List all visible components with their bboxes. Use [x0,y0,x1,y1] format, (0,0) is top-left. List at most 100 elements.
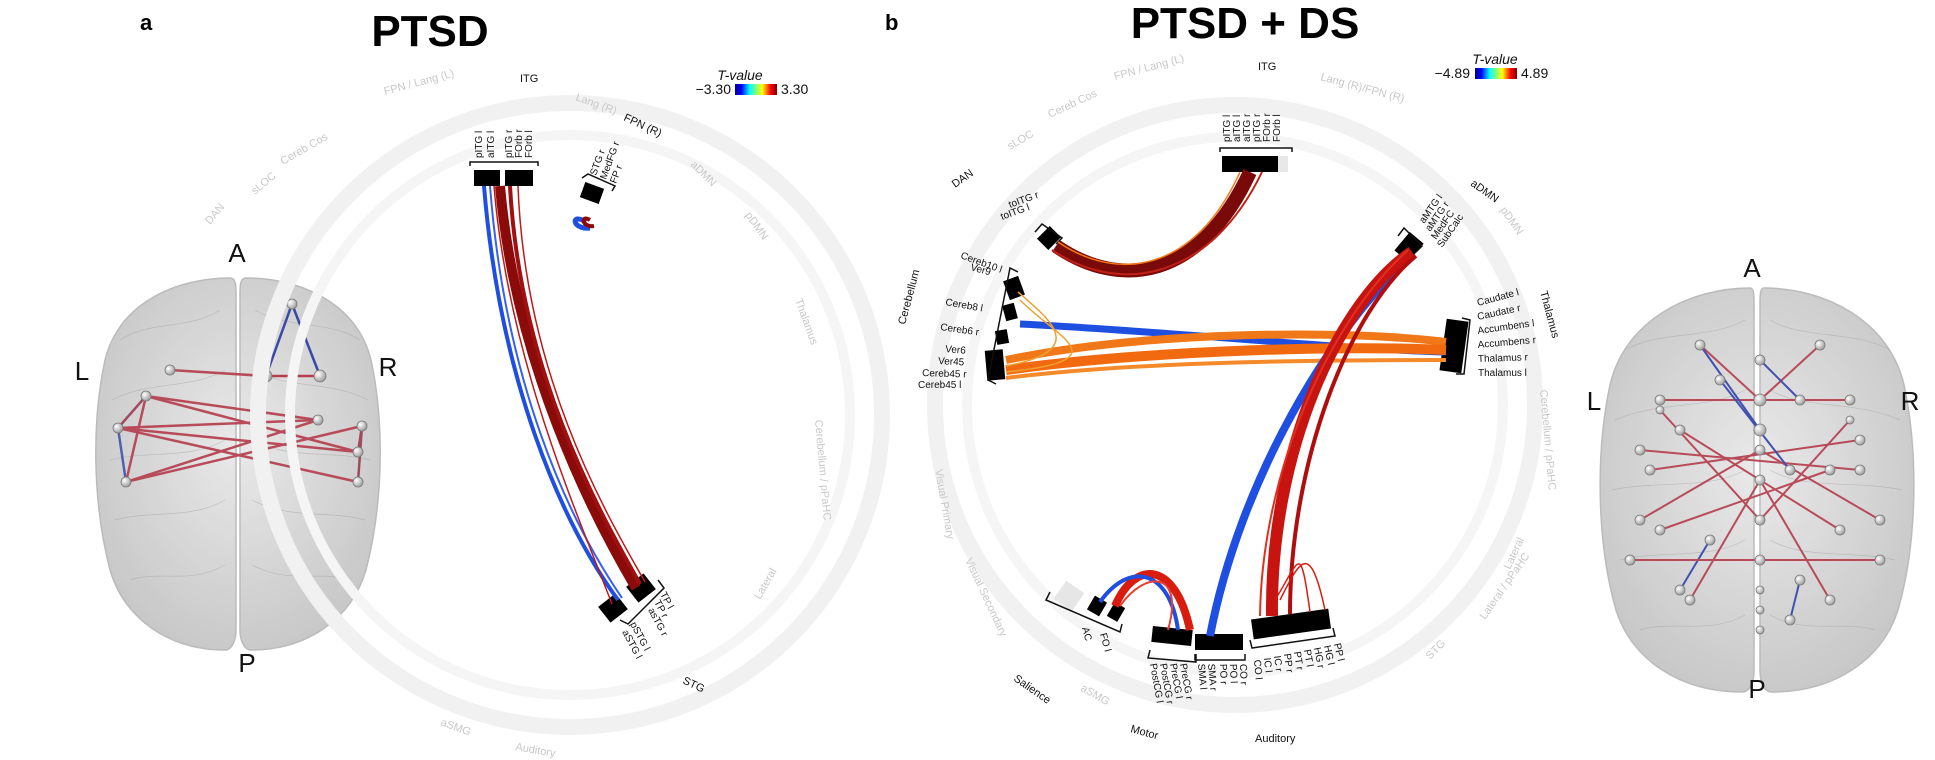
svg-text:Thalamus l: Thalamus l [1478,368,1527,379]
network-itg-a: ITG [520,73,538,85]
svg-text:Ver6: Ver6 [945,344,967,357]
svg-text:IC l: IC l [1261,657,1274,673]
svg-text:PO r: PO r [1217,664,1229,686]
brain-b: A P L R [1587,253,1920,704]
colorbar-min: −4.89 [1435,65,1471,81]
svg-text:Ver9: Ver9 [969,262,992,278]
network-thalamus-b: Thalamus [1537,290,1561,340]
brain-left: L [1587,386,1601,416]
svg-text:Lang (R)/FPN (R): Lang (R)/FPN (R) [1319,71,1405,105]
brain-anterior: A [228,238,246,268]
svg-text:FPN / Lang (L): FPN / Lang (L) [383,68,456,98]
svg-text:Cerebellum / pPaHC: Cerebellum / pPaHC [812,419,833,521]
panel-title-b: PTSD + DS [1131,0,1360,48]
network-dan-b: DAN [950,167,976,190]
brain-left: L [75,356,89,386]
svg-text:Lateral: Lateral [752,566,779,601]
brain-right: R [379,352,398,382]
svg-text:FOrb l: FOrb l [524,130,535,158]
svg-text:aITG l: aITG l [486,131,497,158]
network-cerebellum-b: Cerebellum [896,268,922,325]
svg-text:Cereb45 l: Cereb45 l [918,380,961,391]
svg-text:HG r: HG r [1311,646,1326,669]
svg-text:PT l: PT l [1301,649,1315,668]
svg-text:FO l: FO l [1097,632,1113,653]
svg-text:PP l: PP l [1331,642,1346,662]
colorbar-max: 3.30 [781,81,808,97]
svg-text:PT r: PT r [1291,651,1305,672]
svg-text:PO l: PO l [1227,664,1239,684]
colorbar-gradient [1475,68,1517,79]
svg-text:Thalamus: Thalamus [792,297,820,347]
panel-title-a: PTSD [371,7,488,56]
connections-b [1005,169,1447,637]
svg-text:IC r: IC r [1271,655,1284,673]
svg-text:Accumbens r: Accumbens r [1477,335,1537,351]
svg-text:CO l: CO l [1251,659,1264,680]
brain-glass-icon [95,277,381,651]
svg-text:Cereb Cos: Cereb Cos [279,131,331,168]
svg-text:Cereb6 r: Cereb6 r [940,322,981,338]
colorbar-gradient [735,84,777,95]
brain-right: R [1901,386,1920,416]
colorbar-max: 4.89 [1521,65,1548,81]
svg-text:Auditory: Auditory [514,741,556,760]
svg-text:Ver45: Ver45 [938,356,965,368]
panel-b: b PTSD + DS T-value −4.89 4.89 FPN / Lan… [885,0,1919,745]
svg-text:aITG l: aITG l [1232,115,1243,142]
network-stg-a: STG [681,675,707,695]
brain-posterior: P [1748,674,1765,704]
brain-nodes-b [1624,339,1886,635]
svg-text:pITG l: pITG l [474,131,485,158]
network-admn-b: aDMN [1468,178,1500,206]
svg-text:sLOC: sLOC [1006,128,1036,152]
svg-text:pITG l: pITG l [1222,115,1233,142]
svg-text:AC: AC [1079,626,1093,642]
svg-text:pITG r: pITG r [1252,113,1263,142]
network-auditory-b: Auditory [1255,733,1296,745]
svg-text:CO r: CO r [1237,664,1249,686]
svg-text:Thalamus r: Thalamus r [1478,352,1529,365]
svg-text:pITG r: pITG r [504,129,515,158]
brain-a: A P L R [75,238,398,678]
circos-b: FPN / Lang (L) Lang (R)/FPN (R) sLOC Cer… [896,53,1561,745]
network-salience-b: Salience [1011,673,1052,707]
network-itg-b: ITG [1258,61,1276,73]
svg-text:Cereb Cos: Cereb Cos [1046,87,1099,120]
svg-text:FOrb r: FOrb r [1262,112,1273,142]
svg-text:SMA l: SMA l [1195,663,1208,690]
svg-text:DAN: DAN [203,201,227,227]
svg-text:Cereb45 r: Cereb45 r [922,368,967,381]
brain-edges-a [116,303,364,484]
svg-text:SMA r: SMA r [1205,663,1218,692]
svg-text:Lang (R): Lang (R) [574,92,618,118]
svg-text:sLOC: sLOC [249,170,278,197]
svg-text:aITG r: aITG r [1242,113,1253,142]
brain-anterior: A [1743,253,1761,283]
panel-letter-b: b [885,10,898,35]
svg-text:aSMG: aSMG [439,717,472,739]
ring-inner [285,130,855,700]
panel-letter-a: a [140,10,153,35]
colorbar-min: −3.30 [696,81,732,97]
svg-text:FOrb r: FOrb r [514,128,525,158]
roi-blocks-a [474,170,656,623]
connections-a [482,185,646,605]
colorbar-title: T-value [717,67,763,83]
svg-text:aSMG: aSMG [1079,682,1112,708]
network-motor-b: Motor [1129,723,1160,742]
panel-a: a PTSD T-value −3.30 3.30 A P L R [75,7,890,760]
ring-outer [250,95,890,735]
colorbar-a: T-value −3.30 3.30 [696,67,809,97]
svg-text:FPN / Lang (L): FPN / Lang (L) [1113,53,1186,83]
colorbar-title: T-value [1472,51,1518,67]
svg-text:HG l: HG l [1321,644,1336,666]
svg-text:pDMN: pDMN [1498,205,1526,237]
ring-inner [962,132,1508,678]
ring-outer [927,97,1543,713]
svg-text:PP r: PP r [1281,653,1295,674]
brain-posterior: P [238,648,255,678]
colorbar-b: T-value −4.89 4.89 [1435,51,1549,81]
svg-text:FOrb l: FOrb l [1272,114,1283,142]
